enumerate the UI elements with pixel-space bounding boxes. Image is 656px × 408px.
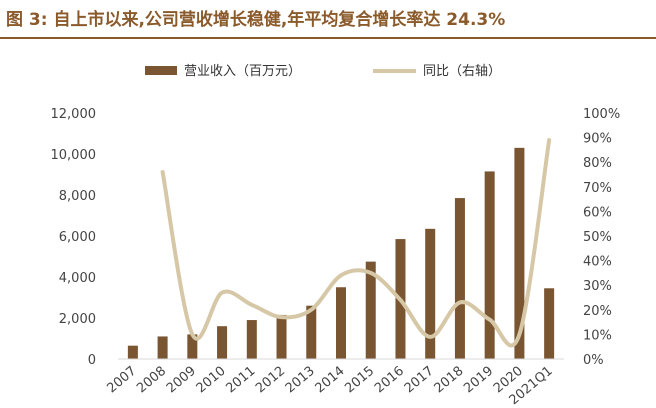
left-tick-label: 6,000 bbox=[59, 230, 96, 245]
title-underline bbox=[0, 37, 656, 39]
x-tick-label: 2009 bbox=[164, 364, 199, 397]
bar bbox=[514, 147, 525, 359]
bar bbox=[425, 228, 436, 359]
legend-line-label: 同比（右轴） bbox=[423, 64, 501, 79]
right-tick-label: 70% bbox=[583, 181, 612, 196]
right-axis-ticks: 0% 10% 20% 30% 40% 50% 60% 70% 80% 90% 100% bbox=[583, 107, 620, 368]
figure-title: 图 3: 自上市以来,公司营收增长稳健,年平均复合增长率达 24.3% bbox=[6, 10, 506, 30]
bar bbox=[217, 326, 228, 359]
x-tick-label: 2010 bbox=[194, 364, 229, 397]
x-tick-label: 2018 bbox=[432, 364, 467, 397]
right-tick-label: 90% bbox=[583, 132, 612, 147]
legend: 营业收入（百万元） 同比（右轴） bbox=[145, 64, 501, 79]
left-tick-label: 12,000 bbox=[51, 107, 97, 122]
bar bbox=[276, 314, 287, 359]
x-tick-label: 2016 bbox=[372, 364, 407, 397]
bar bbox=[454, 198, 465, 359]
bar bbox=[246, 320, 257, 359]
x-tick-label: 2014 bbox=[313, 364, 348, 397]
x-tick-label: 2007 bbox=[104, 364, 139, 397]
right-tick-label: 60% bbox=[583, 205, 612, 220]
right-tick-label: 100% bbox=[583, 107, 620, 122]
right-tick-label: 20% bbox=[583, 304, 612, 319]
bar bbox=[336, 287, 346, 359]
left-tick-label: 2,000 bbox=[59, 312, 96, 327]
left-axis-ticks: 0 2,000 4,000 6,000 8,000 10,000 12,000 bbox=[51, 107, 97, 368]
left-tick-label: 10,000 bbox=[51, 148, 97, 163]
bar bbox=[484, 171, 495, 359]
bar bbox=[544, 288, 555, 359]
left-tick-label: 4,000 bbox=[59, 271, 96, 286]
legend-bar-swatch bbox=[145, 66, 177, 75]
x-tick-label: 2019 bbox=[461, 364, 496, 397]
bar bbox=[187, 334, 198, 359]
right-tick-label: 40% bbox=[583, 255, 612, 270]
right-tick-label: 30% bbox=[583, 279, 612, 294]
bar bbox=[365, 261, 376, 359]
right-tick-label: 50% bbox=[583, 230, 612, 245]
bar bbox=[157, 336, 168, 359]
legend-bar-label: 营业收入（百万元） bbox=[184, 64, 301, 79]
x-tick-label: 2012 bbox=[253, 364, 288, 397]
x-tick-label: 2013 bbox=[283, 364, 318, 397]
x-tick-label: 2011 bbox=[223, 364, 258, 397]
bar bbox=[306, 305, 317, 359]
right-tick-label: 0% bbox=[583, 353, 604, 368]
right-tick-label: 10% bbox=[583, 328, 612, 343]
x-tick-label: 2015 bbox=[342, 364, 377, 397]
x-axis-ticks: 2007200820092010201120122013201420152016… bbox=[104, 364, 555, 408]
x-tick-label: 2008 bbox=[134, 364, 169, 397]
yoy-line bbox=[160, 138, 552, 348]
x-tick-label: 2017 bbox=[402, 364, 437, 397]
left-tick-label: 0 bbox=[88, 353, 96, 368]
bar bbox=[127, 345, 138, 359]
left-tick-label: 8,000 bbox=[59, 189, 96, 204]
right-tick-label: 80% bbox=[583, 156, 612, 171]
